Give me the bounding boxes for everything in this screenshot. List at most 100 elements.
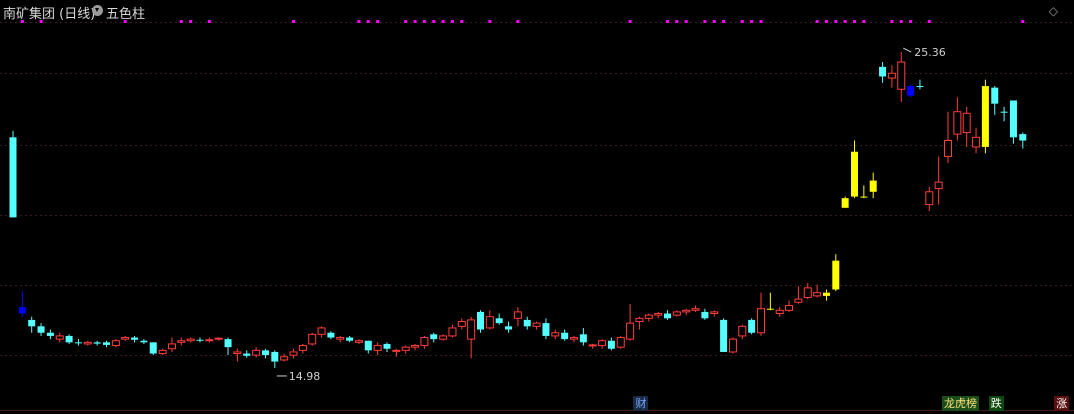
candle[interactable] <box>1009 100 1017 144</box>
candle[interactable] <box>495 313 503 325</box>
candle[interactable] <box>720 318 728 352</box>
candle[interactable] <box>841 196 849 208</box>
candle[interactable] <box>728 337 737 354</box>
candle[interactable] <box>832 254 840 292</box>
candle[interactable] <box>467 316 476 359</box>
candle[interactable] <box>691 305 700 312</box>
candle[interactable] <box>252 347 261 358</box>
candle[interactable] <box>280 353 289 362</box>
candle[interactable] <box>1019 132 1027 149</box>
candle[interactable] <box>149 342 157 356</box>
candle[interactable] <box>9 130 17 218</box>
candle[interactable] <box>111 339 120 348</box>
candle[interactable] <box>354 339 363 344</box>
candle[interactable] <box>346 335 354 343</box>
candle[interactable] <box>327 331 335 340</box>
candle[interactable] <box>261 348 269 359</box>
candle[interactable] <box>532 321 541 330</box>
candle[interactable] <box>991 86 999 115</box>
candle[interactable] <box>167 337 176 352</box>
indicator-name[interactable]: 五色柱 <box>106 7 146 22</box>
candle[interactable] <box>869 172 877 199</box>
candle[interactable] <box>74 339 82 346</box>
candle[interactable] <box>887 65 896 88</box>
candle[interactable] <box>775 307 784 317</box>
candle[interactable] <box>214 337 223 341</box>
candle[interactable] <box>879 62 887 83</box>
candle[interactable] <box>981 79 989 154</box>
candle[interactable] <box>794 286 803 304</box>
candle[interactable] <box>757 292 765 336</box>
candle[interactable] <box>364 340 372 354</box>
candle[interactable] <box>308 332 317 346</box>
candle[interactable] <box>93 340 101 346</box>
candle[interactable] <box>766 292 774 311</box>
candle[interactable] <box>542 318 550 340</box>
candle[interactable] <box>513 307 522 327</box>
candle[interactable] <box>803 283 812 300</box>
diamond-icon[interactable]: ◇ <box>1048 4 1058 18</box>
candle[interactable] <box>972 127 981 154</box>
candle[interactable] <box>289 348 298 359</box>
candle[interactable] <box>962 106 971 147</box>
candle[interactable] <box>271 350 279 368</box>
candle[interactable] <box>46 329 54 340</box>
candle[interactable] <box>616 335 625 349</box>
candle[interactable] <box>158 348 167 356</box>
candle[interactable] <box>822 289 830 301</box>
candle[interactable] <box>664 310 671 320</box>
candle[interactable] <box>785 300 794 312</box>
candle[interactable] <box>710 310 719 317</box>
candle[interactable] <box>439 334 448 341</box>
candle[interactable] <box>1000 106 1008 122</box>
candle[interactable] <box>205 337 214 343</box>
candle[interactable] <box>243 350 251 358</box>
candle[interactable] <box>55 332 64 343</box>
candle[interactable] <box>224 337 232 356</box>
candle[interactable] <box>336 335 345 343</box>
candle[interactable] <box>813 284 822 298</box>
candle[interactable] <box>317 326 326 338</box>
chevron-down-icon[interactable] <box>92 5 103 16</box>
candle[interactable] <box>140 339 148 344</box>
candle[interactable] <box>18 291 26 317</box>
candle[interactable] <box>485 310 494 330</box>
candle[interactable] <box>37 323 45 336</box>
candle[interactable] <box>83 340 92 346</box>
candle[interactable] <box>607 337 615 351</box>
candle[interactable] <box>551 329 560 340</box>
candle[interactable] <box>925 186 934 211</box>
candle[interactable] <box>682 308 691 316</box>
candle[interactable] <box>934 156 943 205</box>
candle[interactable] <box>121 335 130 341</box>
candle[interactable] <box>851 140 858 199</box>
candle[interactable] <box>654 311 663 319</box>
candle[interactable] <box>505 321 513 333</box>
candle[interactable] <box>420 335 429 349</box>
candle[interactable] <box>635 316 644 330</box>
candle[interactable] <box>103 340 110 348</box>
candle[interactable] <box>644 313 653 322</box>
candle[interactable] <box>411 343 420 351</box>
candle[interactable] <box>383 342 391 352</box>
candle[interactable] <box>401 345 410 354</box>
candle[interactable] <box>897 52 906 103</box>
candle[interactable] <box>177 337 186 346</box>
candle[interactable] <box>233 348 242 362</box>
candle[interactable] <box>748 318 756 335</box>
event-marker-badge[interactable]: 涨 <box>1054 396 1070 411</box>
candle[interactable] <box>701 308 709 320</box>
candle[interactable] <box>523 316 531 330</box>
candle[interactable] <box>944 111 952 163</box>
candle[interactable] <box>477 310 484 333</box>
candle[interactable] <box>392 348 401 357</box>
candle[interactable] <box>457 318 466 330</box>
event-marker-badge[interactable]: 跌 <box>988 396 1004 411</box>
event-marker-badge[interactable]: 龙虎榜 <box>942 396 979 411</box>
candle[interactable] <box>131 335 139 343</box>
candle[interactable] <box>298 343 307 354</box>
candle[interactable] <box>907 84 915 98</box>
candle[interactable] <box>626 303 635 341</box>
candle[interactable] <box>561 329 569 341</box>
